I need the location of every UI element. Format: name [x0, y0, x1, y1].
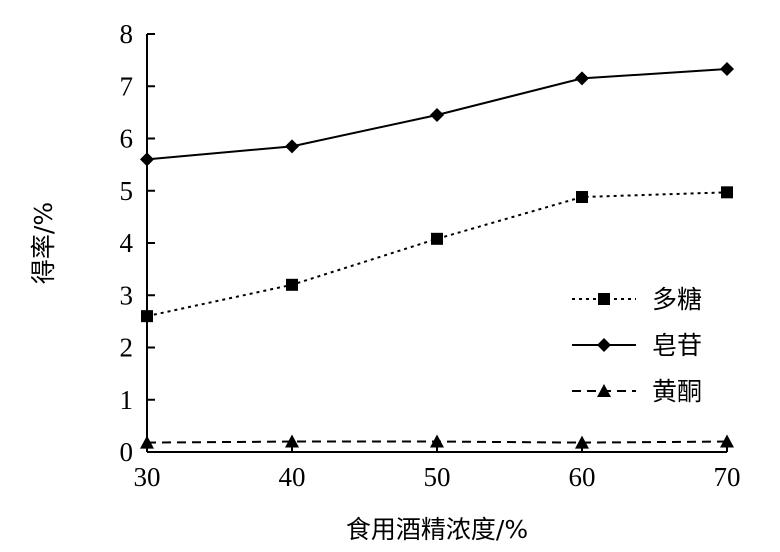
- legend-label: 黄酮: [652, 377, 702, 406]
- series-layer: [140, 62, 734, 449]
- series-1: [141, 186, 733, 323]
- data-point: [576, 191, 588, 204]
- data-point: [140, 435, 154, 449]
- x-tick-label: 50: [424, 462, 451, 492]
- data-point: [140, 152, 154, 167]
- series-3: [140, 434, 734, 449]
- y-tick-label: 8: [120, 19, 134, 49]
- data-point: [141, 310, 153, 323]
- legend-marker: [598, 293, 610, 305]
- y-tick-label: 0: [120, 437, 134, 467]
- x-tick-label: 30: [134, 462, 161, 492]
- data-point: [285, 434, 299, 448]
- data-point: [286, 278, 298, 291]
- legend-marker: [597, 384, 611, 397]
- y-axis-title: 得率/%: [29, 202, 58, 284]
- ticks: 0 1 2 3 4 5 6 7 8 30 40 50 60 70: [120, 19, 741, 492]
- y-tick-label: 2: [120, 333, 134, 363]
- data-point: [430, 107, 444, 122]
- y-tick-label: 3: [120, 280, 134, 310]
- x-tick-label: 40: [279, 462, 306, 492]
- y-tick-label: 4: [120, 228, 134, 258]
- x-tick-label: 60: [569, 462, 596, 492]
- legend-item: 皂苷: [572, 331, 702, 360]
- y-tick-label: 5: [120, 176, 134, 206]
- y-tick-label: 6: [120, 124, 134, 154]
- series-line: [146, 191, 728, 318]
- x-tick-label: 70: [714, 462, 741, 492]
- legend-item: 黄酮: [572, 377, 702, 406]
- series-2: [140, 62, 734, 167]
- data-point: [575, 435, 589, 449]
- legend-label: 多糖: [652, 285, 702, 314]
- legend-label: 皂苷: [652, 331, 702, 360]
- data-point: [575, 71, 589, 86]
- y-tick-label: 7: [120, 71, 134, 101]
- legend-marker: [597, 338, 611, 352]
- legend-item: 多糖: [572, 285, 702, 314]
- y-tick-label: 1: [120, 385, 134, 415]
- data-point: [285, 139, 299, 154]
- data-point: [431, 232, 443, 245]
- data-point: [721, 186, 733, 199]
- x-axis-title: 食用酒精浓度/%: [346, 515, 528, 544]
- data-point: [720, 434, 734, 448]
- data-point: [430, 434, 444, 448]
- data-point: [720, 62, 734, 77]
